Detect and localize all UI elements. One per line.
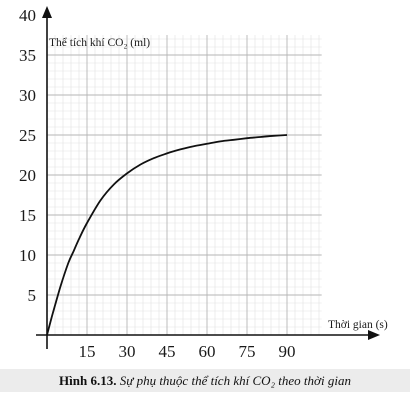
x-tick-label: 90 bbox=[279, 342, 296, 361]
x-tick-label: 60 bbox=[199, 342, 216, 361]
figure-caption: Hình 6.13. Sự phụ thuộc thể tích khí CO₂… bbox=[0, 369, 410, 392]
caption-text: Sự phụ thuộc thể tích khí CO₂ theo thời … bbox=[119, 373, 351, 388]
x-tick-label: 45 bbox=[159, 342, 176, 361]
y-tick-label: 5 bbox=[28, 286, 37, 305]
y-tick-label: 30 bbox=[19, 86, 36, 105]
y-axis-arrow bbox=[42, 6, 52, 18]
x-axis-arrow bbox=[368, 330, 380, 340]
axes bbox=[36, 6, 380, 349]
y-tick-labels: 5 10 15 20 25 30 35 40 bbox=[19, 6, 36, 305]
x-axis-title: Thời gian (s) bbox=[328, 319, 388, 331]
grid-major bbox=[47, 35, 322, 335]
x-tick-label: 15 bbox=[79, 342, 96, 361]
co2-volume-chart: 5 10 15 20 25 30 35 40 15 30 45 60 75 90 Thể tích kh… bbox=[19, 6, 388, 361]
grid-minor bbox=[47, 35, 322, 335]
x-tick-label: 30 bbox=[119, 342, 136, 361]
y-tick-label: 15 bbox=[19, 206, 36, 225]
series-line bbox=[46, 134, 288, 336]
y-tick-label: 40 bbox=[19, 6, 36, 25]
y-tick-label: 10 bbox=[19, 246, 36, 265]
series-group bbox=[46, 134, 288, 336]
x-tick-labels: 15 30 45 60 75 90 bbox=[79, 342, 296, 361]
caption-label: Hình 6.13. bbox=[59, 373, 117, 388]
y-tick-label: 35 bbox=[19, 46, 36, 65]
y-tick-label: 25 bbox=[19, 126, 36, 145]
y-tick-label: 20 bbox=[19, 166, 36, 185]
y-axis-title: Thể tích khí CO₂ (ml) bbox=[49, 36, 150, 49]
x-tick-label: 75 bbox=[239, 342, 256, 361]
